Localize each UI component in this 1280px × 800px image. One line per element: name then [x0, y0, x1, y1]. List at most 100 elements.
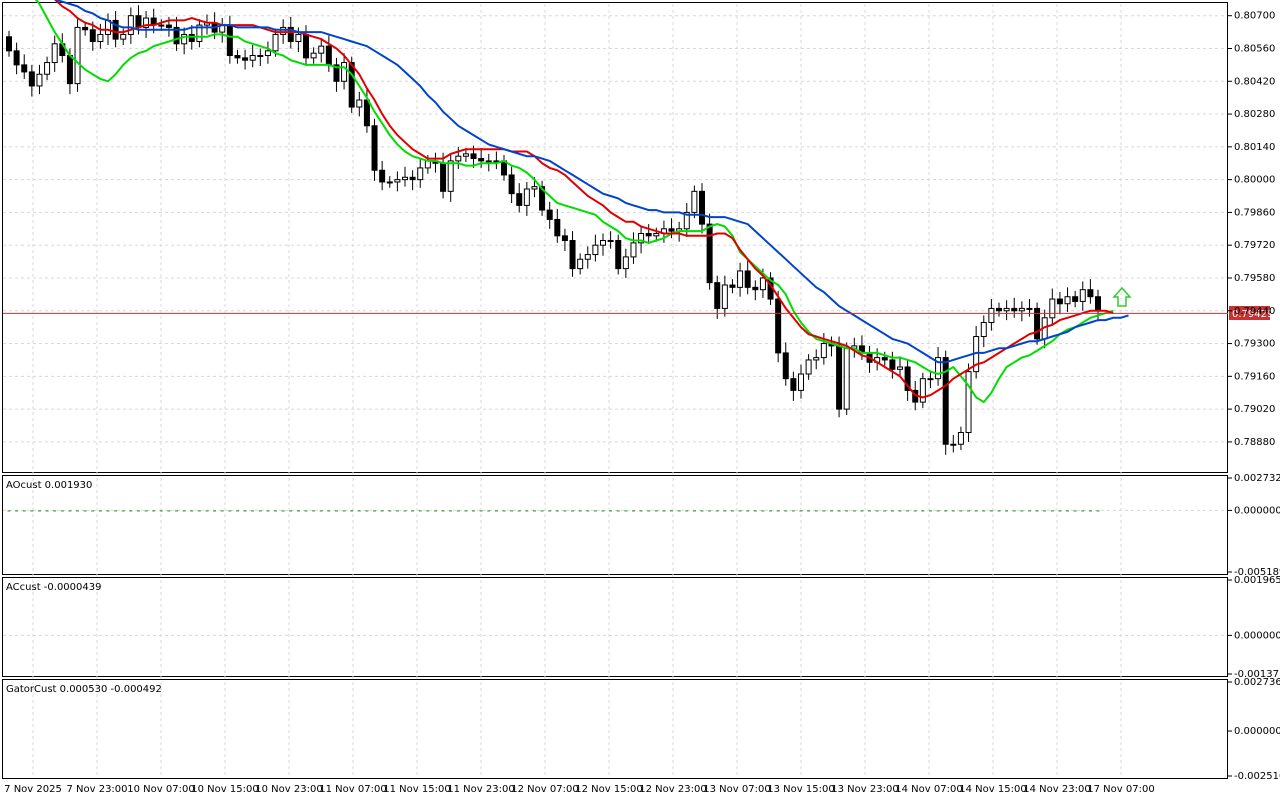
ao-bar — [266, 510, 270, 512]
y-tick-label: 0.79300 — [1234, 339, 1275, 350]
ao-bar — [53, 510, 57, 512]
ao-bar — [190, 510, 194, 512]
bear-candle — [546, 209, 553, 220]
bull-candle — [295, 33, 302, 42]
ao-bar — [228, 510, 232, 512]
ao-bar — [989, 510, 993, 512]
ao-bar — [418, 510, 422, 512]
bear-candle — [790, 378, 797, 391]
ao-bar — [921, 510, 925, 512]
y-tick-label: 0.79580 — [1234, 273, 1275, 284]
ao-bar — [121, 510, 125, 512]
bear-candle — [1056, 298, 1063, 305]
ao-bar — [1050, 510, 1054, 512]
bear-candle — [82, 26, 89, 31]
ao-bar — [487, 510, 491, 512]
ao-bar — [928, 510, 932, 512]
ao-bar — [647, 510, 651, 512]
ao-bar — [464, 510, 468, 512]
ao-bar — [395, 510, 399, 512]
ao-bar — [807, 510, 811, 512]
bear-candle — [66, 55, 73, 85]
bull-candle — [919, 378, 926, 403]
ao-bar — [197, 510, 201, 512]
bull-candle — [683, 211, 690, 230]
bull-candle — [820, 343, 827, 359]
ao-bar — [411, 510, 415, 512]
ao-bar — [1088, 510, 1092, 512]
bull-candle — [462, 153, 469, 157]
bull-candle — [630, 242, 637, 258]
y-tick-label: -0.0013711 — [1234, 669, 1280, 680]
ao-bar — [319, 510, 323, 512]
y-tick-label: -0.005189 — [1234, 567, 1280, 578]
y-tick-label: 0.0019657 — [1234, 575, 1280, 586]
ao-bar — [205, 510, 209, 512]
y-tick-label: 0.80420 — [1234, 76, 1275, 87]
ao-bar — [334, 510, 338, 512]
bull-candle — [691, 190, 698, 213]
x-tick-label: 10 Nov 07:00 — [127, 784, 194, 795]
ao-bar — [730, 510, 734, 512]
ao-bar — [997, 510, 1001, 512]
price-plot — [6, 5, 1101, 455]
bull-candle — [935, 357, 942, 380]
bear-candle — [409, 176, 416, 181]
bear-candle — [1072, 296, 1079, 302]
bull-candle — [143, 17, 150, 28]
bull-candle — [341, 62, 348, 82]
bear-candle — [889, 359, 896, 370]
x-tick-label: 12 Nov 23:00 — [639, 784, 706, 795]
ao-bar — [365, 510, 369, 512]
bear-candle — [325, 45, 332, 66]
ao-bar — [974, 510, 978, 512]
ao-bar — [936, 510, 940, 512]
bear-candle — [242, 57, 249, 61]
bear-candle — [1034, 307, 1041, 340]
ao-bar — [822, 510, 826, 512]
ao-bar — [723, 510, 727, 512]
ao-bar — [761, 510, 765, 512]
bear-candle — [881, 357, 888, 361]
bull-candle — [493, 160, 500, 163]
bear-candle — [516, 193, 523, 206]
bull-candle — [1079, 289, 1086, 302]
bull-candle — [1018, 307, 1025, 312]
bear-candle — [440, 162, 447, 192]
ao-bar — [129, 510, 133, 512]
bull-candle — [1026, 307, 1033, 310]
ao-bar — [296, 510, 300, 512]
ao-bar — [213, 510, 217, 512]
bear-candle — [1095, 296, 1101, 312]
bear-candle — [668, 228, 675, 232]
ao-bar — [814, 510, 818, 512]
ao-bar — [860, 510, 864, 512]
ao-bar — [639, 510, 643, 512]
bull-candle — [485, 160, 492, 163]
ao-bar — [593, 510, 597, 512]
ao-bar — [624, 510, 628, 512]
ao-bar — [738, 510, 742, 512]
bull-candle — [927, 378, 934, 381]
x-tick-label: 11 Nov 07:00 — [319, 784, 386, 795]
bear-candle — [645, 232, 652, 237]
ao-bar — [312, 510, 316, 512]
bull-candle — [394, 179, 401, 183]
bear-candle — [996, 307, 1002, 312]
bull-candle — [622, 256, 629, 270]
y-tick-label: 0.80560 — [1234, 43, 1275, 54]
y-tick-label: 0.79720 — [1234, 240, 1275, 251]
bull-candle — [356, 99, 363, 108]
x-tick-label: 11 Nov 23:00 — [447, 784, 514, 795]
bull-candle — [196, 24, 203, 42]
bear-candle — [303, 33, 309, 59]
bull-candle — [897, 366, 903, 370]
bull-candle — [653, 232, 660, 237]
y-tick-label: 0.79440 — [1234, 306, 1275, 317]
y-tick-label: -0.002510 — [1234, 771, 1280, 782]
ao-bar — [373, 510, 377, 512]
bear-candle — [775, 298, 782, 354]
ao-bar — [799, 510, 803, 512]
